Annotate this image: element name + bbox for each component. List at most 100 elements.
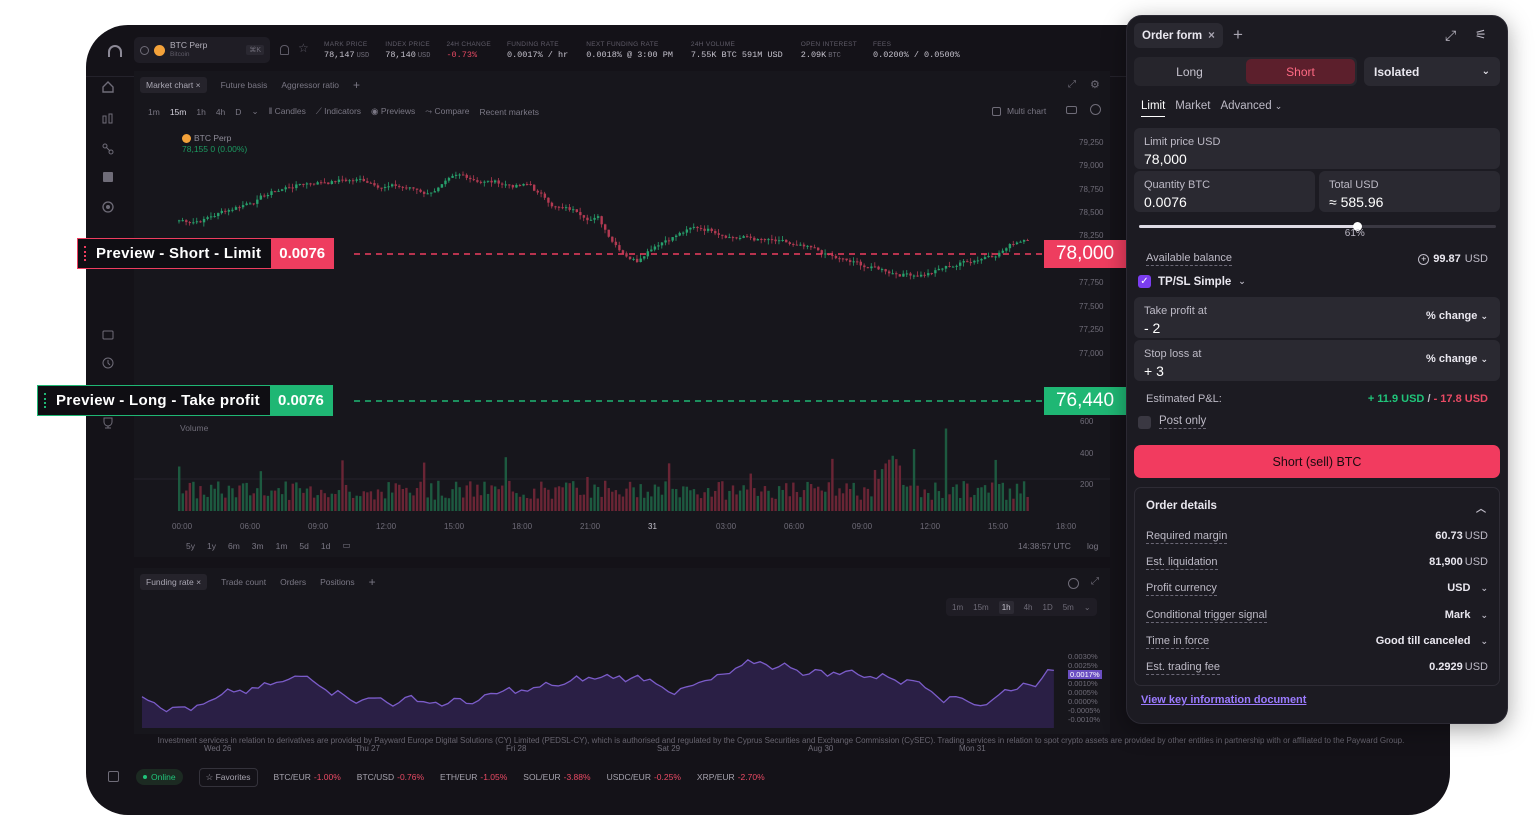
lower-interval-1h[interactable]: 1h <box>998 600 1014 614</box>
expand-chart-icon[interactable]: ⤢ <box>1068 79 1076 90</box>
sidebar-toggle-icon[interactable] <box>108 771 119 782</box>
order-detail-value[interactable]: Good till canceled ⌄ <box>1375 634 1488 647</box>
chart-settings-icon[interactable]: ⚙ <box>1090 79 1100 91</box>
tab-trade-count[interactable]: Trade count <box>221 577 267 587</box>
tab-market-chart[interactable]: Market chart × <box>140 77 207 93</box>
range-1y[interactable]: 1y <box>206 540 216 551</box>
previews-button[interactable]: ◉ Previews <box>371 106 416 116</box>
quantity-field[interactable]: Quantity BTC 0.0076 <box>1134 171 1315 212</box>
lower-interval-1d[interactable]: 1D <box>1042 602 1053 612</box>
ticker-item[interactable]: USDC/EUR -0.25% <box>606 772 681 782</box>
take-profit-field[interactable]: Take profit at - 2 % change ⌄ <box>1134 297 1500 338</box>
ticker-item[interactable]: BTC/USD -0.76% <box>356 772 425 782</box>
tpsl-toggle[interactable]: ✓ TP/SL Simple ⌄ <box>1138 275 1246 288</box>
help-icon[interactable] <box>1090 104 1101 115</box>
wallet-icon[interactable] <box>98 325 118 345</box>
drag-handle-icon[interactable] <box>44 393 46 408</box>
market-selector[interactable]: BTC Perp Bitcoin ⌘K <box>134 37 270 63</box>
network-icon[interactable] <box>98 139 118 159</box>
ticker-item[interactable]: XRP/EUR -2.70% <box>696 772 765 782</box>
quantity-input[interactable]: 0.0076 <box>1144 194 1187 210</box>
chevron-down-icon[interactable]: ⌄ <box>1083 602 1091 612</box>
quantity-slider[interactable] <box>1139 220 1496 234</box>
target-icon[interactable] <box>98 197 118 217</box>
limit-price-input[interactable]: 78,000 <box>1144 151 1187 167</box>
total-field[interactable]: Total USD ≈ 585.96 <box>1319 171 1500 212</box>
candlestick-chart[interactable] <box>134 71 1110 557</box>
post-only-checkbox[interactable] <box>1138 415 1151 429</box>
range-6m[interactable]: 6m <box>227 540 240 551</box>
ticker-item[interactable]: BTC/EUR -1.00% <box>273 772 341 782</box>
tab-future-basis[interactable]: Future basis <box>220 80 268 90</box>
add-funds-icon[interactable]: + <box>1418 253 1430 265</box>
take-profit-input[interactable]: - 2 <box>1144 320 1161 336</box>
multi-chart-checkbox[interactable] <box>992 106 1001 116</box>
long-button[interactable]: Long <box>1176 64 1203 79</box>
chevron-up-icon[interactable]: ︿ <box>1476 504 1486 515</box>
tab-advanced[interactable]: Advanced ⌄ <box>1220 100 1283 112</box>
tab-orders[interactable]: Orders <box>280 577 307 587</box>
log-scale-toggle[interactable]: log <box>1087 541 1099 551</box>
range-5y[interactable]: 5y <box>186 540 195 551</box>
multi-chart-toggle[interactable]: Multi chart <box>992 106 1046 116</box>
tab-funding-rate[interactable]: Funding rate × <box>140 574 208 590</box>
interval-15m[interactable]: 15m <box>169 106 187 117</box>
stop-loss-input[interactable]: + 3 <box>1144 363 1164 379</box>
tab-order-form[interactable]: Order form × <box>1134 23 1223 48</box>
date-range-icon[interactable]: ▭ <box>342 540 351 550</box>
funding-rate-chart[interactable] <box>134 568 1110 734</box>
lower-interval-5m[interactable]: 5m <box>1062 602 1074 612</box>
tab-market[interactable]: Market <box>1175 100 1211 112</box>
limit-price-field[interactable]: Limit price USD 78,000 <box>1134 128 1500 169</box>
tab-positions[interactable]: Positions <box>320 577 355 587</box>
preview-short-limit[interactable]: Preview - Short - Limit 0.0076 <box>77 238 335 269</box>
lower-interval-4h[interactable]: 4h <box>1023 602 1033 612</box>
tpsl-checkbox[interactable]: ✓ <box>1138 275 1151 288</box>
slider-handle[interactable] <box>1352 222 1362 231</box>
compare-button[interactable]: ⤳ Compare <box>425 106 470 116</box>
ticker-item[interactable]: SOL/EUR -3.88% <box>523 772 591 782</box>
short-button[interactable]: Short <box>1246 59 1355 84</box>
bell-icon[interactable] <box>280 45 289 55</box>
order-details-header[interactable]: Order details ︿ <box>1146 500 1486 515</box>
range-1d[interactable]: 1d <box>320 540 331 551</box>
help-icon[interactable] <box>1068 578 1079 589</box>
range-3m[interactable]: 3m <box>251 540 264 551</box>
indicators-button[interactable]: ⟋ Indicators <box>315 106 362 116</box>
app-logo-icon[interactable] <box>108 45 122 57</box>
margin-mode-select[interactable]: Isolated ⌄ <box>1364 57 1500 86</box>
camera-icon[interactable] <box>1066 106 1077 114</box>
interval-4h[interactable]: 4h <box>215 106 226 117</box>
stop-loss-mode-select[interactable]: % change ⌄ <box>1426 353 1488 365</box>
star-icon[interactable]: ☆ <box>298 41 309 55</box>
close-icon[interactable]: × <box>1208 29 1215 42</box>
add-tab-icon[interactable]: + <box>368 575 376 589</box>
interval-1m[interactable]: 1m <box>148 106 160 117</box>
home-icon[interactable] <box>98 77 118 97</box>
lower-interval-1m[interactable]: 1m <box>952 602 964 612</box>
candles-icon[interactable] <box>98 109 118 129</box>
order-detail-value[interactable]: Mark ⌄ <box>1444 608 1488 621</box>
key-info-document-link[interactable]: View key information document <box>1141 694 1307 706</box>
notes-icon[interactable] <box>98 167 118 187</box>
preview-long-take-profit[interactable]: Preview - Long - Take profit 0.0076 <box>37 385 333 416</box>
total-input[interactable]: ≈ 585.96 <box>1329 194 1384 210</box>
expand-panel-icon[interactable]: ⤢ <box>1091 576 1099 587</box>
stop-loss-field[interactable]: Stop loss at + 3 % change ⌄ <box>1134 340 1500 381</box>
submit-order-button[interactable]: Short (sell) BTC <box>1134 445 1500 478</box>
range-5d[interactable]: 5d <box>299 540 309 551</box>
tab-aggressor-ratio[interactable]: Aggressor ratio <box>281 80 339 90</box>
candles-button[interactable]: ⦀ Candles <box>268 106 306 116</box>
post-only-toggle[interactable]: Post only <box>1138 415 1207 429</box>
add-tab-icon[interactable]: + <box>353 78 361 92</box>
recent-markets-button[interactable]: Recent markets <box>479 106 539 117</box>
lower-interval-15m[interactable]: 15m <box>973 602 989 612</box>
interval-d[interactable]: D <box>235 106 242 117</box>
expand-icon[interactable]: ⤢ <box>1445 27 1457 43</box>
add-tab-icon[interactable]: + <box>1233 25 1243 44</box>
tab-limit[interactable]: Limit <box>1141 100 1166 117</box>
trophy-icon[interactable] <box>98 413 118 433</box>
order-detail-value[interactable]: USD ⌄ <box>1447 582 1488 595</box>
interval-dropdown-icon[interactable]: ⌄ <box>251 106 259 116</box>
take-profit-mode-select[interactable]: % change ⌄ <box>1426 310 1488 322</box>
